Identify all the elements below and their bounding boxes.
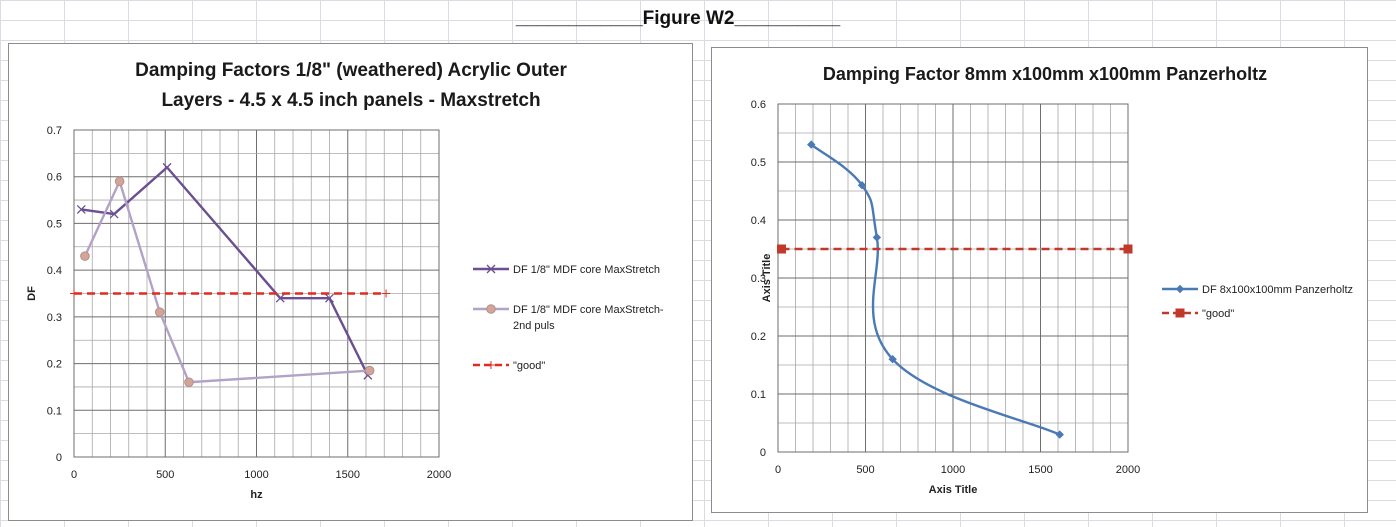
data-point: [114, 176, 125, 187]
series-line: [83, 180, 370, 384]
series-2: [80, 176, 375, 388]
y-tick-label: 0.3: [751, 273, 766, 285]
figure-title: ____________Figure W2__________: [0, 8, 1356, 30]
y-tick-label: 0.5: [47, 218, 62, 230]
legend-marker: [486, 304, 496, 314]
legend-marker: [1175, 284, 1185, 294]
chart-panel-panzerholtz[interactable]: Damping Factor 8mm x100mm x100mm Panzerh…: [711, 47, 1368, 513]
series-3: [70, 289, 391, 298]
x-tick-label: 2000: [1116, 464, 1140, 476]
y-tick-label: 0.7: [47, 125, 62, 137]
y-tick-label: 0.2: [47, 359, 62, 371]
x-axis-label: Axis Title: [929, 484, 978, 496]
legend-item: DF 8x100x100mm Panzerholtz: [1162, 284, 1353, 296]
y-tick-label: 0.6: [751, 99, 766, 111]
data-point: [275, 293, 285, 303]
legend-marker: [486, 264, 496, 274]
data-point: [364, 365, 375, 376]
plot-area-border: [777, 103, 1129, 453]
series-1: [76, 162, 373, 380]
y-tick-label: 0.1: [751, 389, 766, 401]
data-point: [1055, 430, 1064, 439]
data-point: [807, 140, 816, 149]
data-point: [325, 293, 334, 303]
y-tick-label: 0: [760, 447, 766, 459]
data-point: [1123, 244, 1133, 254]
x-tick-label: 0: [71, 469, 77, 481]
data-point: [872, 233, 882, 242]
data-point: [857, 181, 867, 190]
y-tick-label: 0.5: [751, 157, 766, 169]
x-tick-label: 1000: [244, 469, 268, 481]
y-axis-label: DF: [26, 286, 38, 301]
data-point: [888, 355, 897, 364]
data-point: [80, 251, 90, 261]
legend-item: DF 1/8" MDF core MaxStretch- 2nd puls: [473, 304, 664, 332]
y-tick-label: 0.4: [751, 215, 766, 227]
chart-title: Damping Factor 8mm x100mm x100mm Panzerh…: [823, 64, 1267, 84]
figure-title-rule-left: ____________: [515, 8, 643, 29]
chart-panel-acrylic[interactable]: Damping Factors 1/8" (weathered) Acrylic…: [8, 43, 693, 521]
legend: DF 8x100x100mm Panzerholtz "good": [1162, 284, 1353, 320]
data-point: [162, 162, 172, 172]
data-point: [70, 289, 78, 298]
legend-marker: [1175, 308, 1185, 318]
data-point: [382, 289, 391, 298]
data-point: [184, 377, 194, 388]
x-tick-label: 0: [775, 464, 781, 476]
data-point: [777, 244, 786, 254]
chart-acrylic: Damping Factors 1/8" (weathered) Acrylic…: [26, 60, 664, 501]
x-tick-label: 500: [156, 469, 174, 481]
x-tick-label: 1000: [941, 464, 965, 476]
y-tick-label: 0.4: [47, 265, 62, 277]
legend-item: "good": [1162, 308, 1234, 320]
series-line: [81, 166, 369, 376]
x-tick-label: 500: [856, 464, 874, 476]
data-point: [76, 204, 86, 214]
y-tick-label: 0.6: [47, 172, 62, 184]
figure-title-rule-right: __________: [734, 8, 841, 29]
legend-label: "good": [513, 360, 545, 372]
legend-marker: [487, 361, 495, 369]
figure-title-text: Figure W2: [642, 8, 735, 29]
y-axis-label: Axis Title: [761, 254, 773, 303]
data-point: [154, 307, 165, 317]
x-axis-label: hz: [250, 489, 263, 501]
y-tick-label: 0.2: [751, 331, 766, 343]
legend-item: "good": [473, 360, 545, 372]
chart-panzerholtz: Damping Factor 8mm x100mm x100mm Panzerh…: [751, 64, 1353, 496]
y-tick-label: 0.1: [47, 405, 62, 417]
data-point: [109, 209, 119, 219]
x-tick-label: 1500: [1028, 464, 1052, 476]
legend: DF 1/8" MDF core MaxStretch DF 1/8" MDF c…: [473, 264, 664, 372]
series-line: [810, 143, 1061, 436]
legend-label: "good": [1202, 308, 1234, 320]
series-2: [777, 244, 1133, 254]
legend-label: DF 1/8" MDF core MaxStretch-: [513, 304, 664, 316]
legend-label: 2nd puls: [513, 320, 555, 332]
series-1: [807, 140, 1064, 439]
plot-grid: [777, 103, 1129, 453]
x-tick-label: 1500: [336, 469, 360, 481]
legend-label: DF 8x100x100mm Panzerholtz: [1202, 284, 1353, 296]
y-tick-label: 0: [56, 452, 62, 464]
x-tick-label: 2000: [427, 469, 451, 481]
legend-item: DF 1/8" MDF core MaxStretch: [473, 264, 660, 276]
legend-label: DF 1/8" MDF core MaxStretch: [513, 264, 660, 276]
chart-title: Layers - 4.5 x 4.5 inch panels - Maxstre…: [161, 90, 540, 111]
y-tick-label: 0.3: [47, 312, 62, 324]
chart-title: Damping Factors 1/8" (weathered) Acrylic…: [135, 60, 567, 81]
